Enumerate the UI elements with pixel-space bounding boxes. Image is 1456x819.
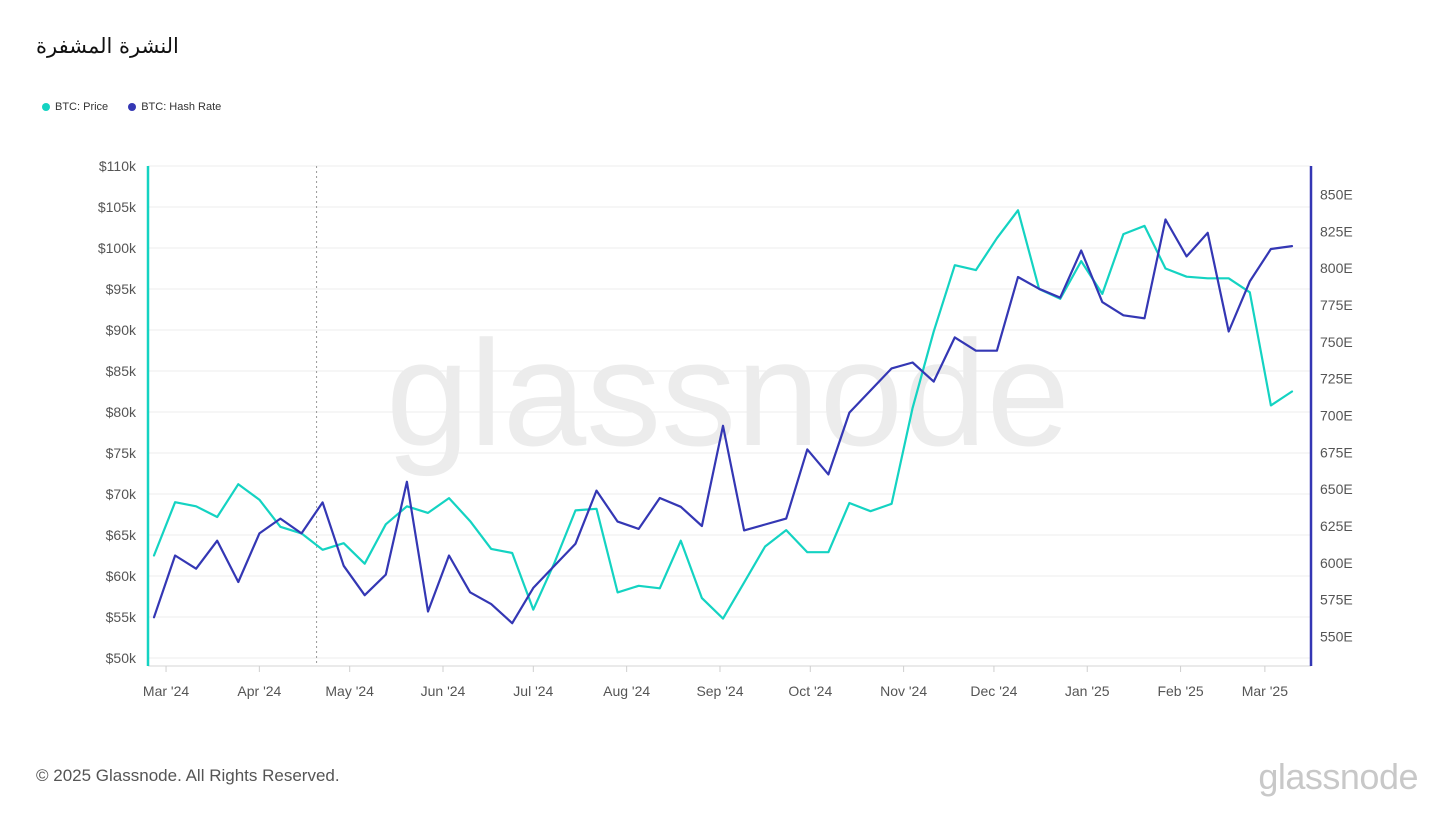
y-right-tick-label: 575E	[1320, 592, 1353, 608]
x-tick-label: Mar '24	[143, 683, 189, 699]
x-tick-label: Jun '24	[421, 683, 466, 699]
y-right-tick-label: 700E	[1320, 408, 1353, 424]
x-tick-label: Sep '24	[696, 683, 743, 699]
y-right-tick-label: 625E	[1320, 518, 1353, 534]
y-right-tick-label: 825E	[1320, 223, 1353, 239]
y-left-tick-label: $105k	[98, 199, 137, 215]
series-line-price	[152, 209, 1294, 620]
legend-item-price[interactable]: BTC: Price	[42, 101, 108, 113]
y-right-tick-label: 775E	[1320, 297, 1353, 313]
legend-label-price: BTC: Price	[55, 101, 109, 113]
x-tick-label: Feb '25	[1157, 683, 1203, 699]
legend-dot-price-icon	[42, 103, 50, 111]
y-left-tick-label: $110k	[99, 158, 137, 174]
y-left-tick-label: $95k	[106, 281, 137, 297]
x-tick-label: Nov '24	[880, 683, 927, 699]
x-tick-label: Mar '25	[1242, 683, 1288, 699]
y-left-tick-label: $55k	[106, 609, 137, 625]
y-left-tick-label: $80k	[106, 404, 137, 420]
y-right-tick-label: 750E	[1320, 334, 1353, 350]
y-left-tick-label: $50k	[106, 650, 137, 666]
y-left-tick-label: $60k	[106, 568, 137, 584]
y-right-tick-label: 600E	[1320, 555, 1353, 571]
y-left-tick-label: $65k	[106, 527, 137, 543]
series-line-hash-rate	[152, 218, 1294, 625]
x-tick-label: May '24	[325, 683, 374, 699]
legend-dot-hash-rate-icon	[128, 103, 137, 111]
y-left-tick-label: $90k	[106, 322, 137, 338]
y-right-tick-label: 800E	[1320, 260, 1353, 276]
legend-label-hash-rate: BTC: Hash Rate	[141, 101, 222, 113]
y-right-tick-label: 650E	[1320, 481, 1353, 497]
legend: BTC: Price BTC: Hash Rate	[42, 101, 221, 113]
x-tick-label: Jan '25	[1065, 683, 1110, 699]
y-right-tick-label: 550E	[1320, 629, 1353, 645]
y-right-tick-label: 725E	[1320, 371, 1353, 387]
page-title: النشرة المشفرة	[36, 34, 179, 58]
y-right-tick-label: 675E	[1320, 444, 1353, 460]
y-right-tick-label: 850E	[1320, 187, 1353, 203]
y-left-tick-label: $70k	[106, 486, 137, 502]
y-left-tick-label: $85k	[106, 363, 137, 379]
x-tick-label: Dec '24	[970, 683, 1017, 699]
x-tick-label: Apr '24	[237, 683, 281, 699]
legend-item-hash-rate[interactable]: BTC: Hash Rate	[128, 101, 221, 113]
x-tick-label: Jul '24	[513, 683, 553, 699]
brand-logo: glassnode	[1258, 756, 1418, 797]
y-left-tick-label: $75k	[106, 445, 137, 461]
x-tick-label: Oct '24	[788, 683, 832, 699]
y-left-tick-label: $100k	[98, 240, 137, 256]
x-tick-label: Aug '24	[603, 683, 650, 699]
copyright-footer: © 2025 Glassnode. All Rights Reserved.	[36, 766, 340, 785]
